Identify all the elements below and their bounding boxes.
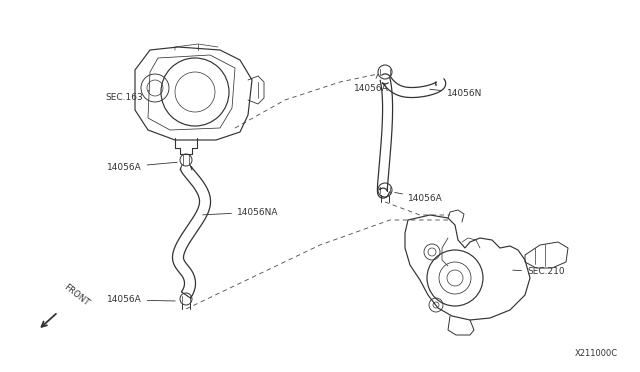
Text: FRONT: FRONT bbox=[62, 283, 91, 308]
Text: 14056NA: 14056NA bbox=[203, 208, 278, 217]
Text: SEC.210: SEC.210 bbox=[513, 267, 564, 276]
Text: 14056N: 14056N bbox=[430, 89, 483, 97]
Text: SEC.163: SEC.163 bbox=[105, 91, 149, 102]
Text: 14056A: 14056A bbox=[354, 74, 388, 93]
Text: 14056A: 14056A bbox=[107, 295, 175, 305]
Text: 14056A: 14056A bbox=[395, 192, 443, 202]
Text: X211000C: X211000C bbox=[575, 349, 618, 358]
Text: 14056A: 14056A bbox=[107, 162, 177, 171]
